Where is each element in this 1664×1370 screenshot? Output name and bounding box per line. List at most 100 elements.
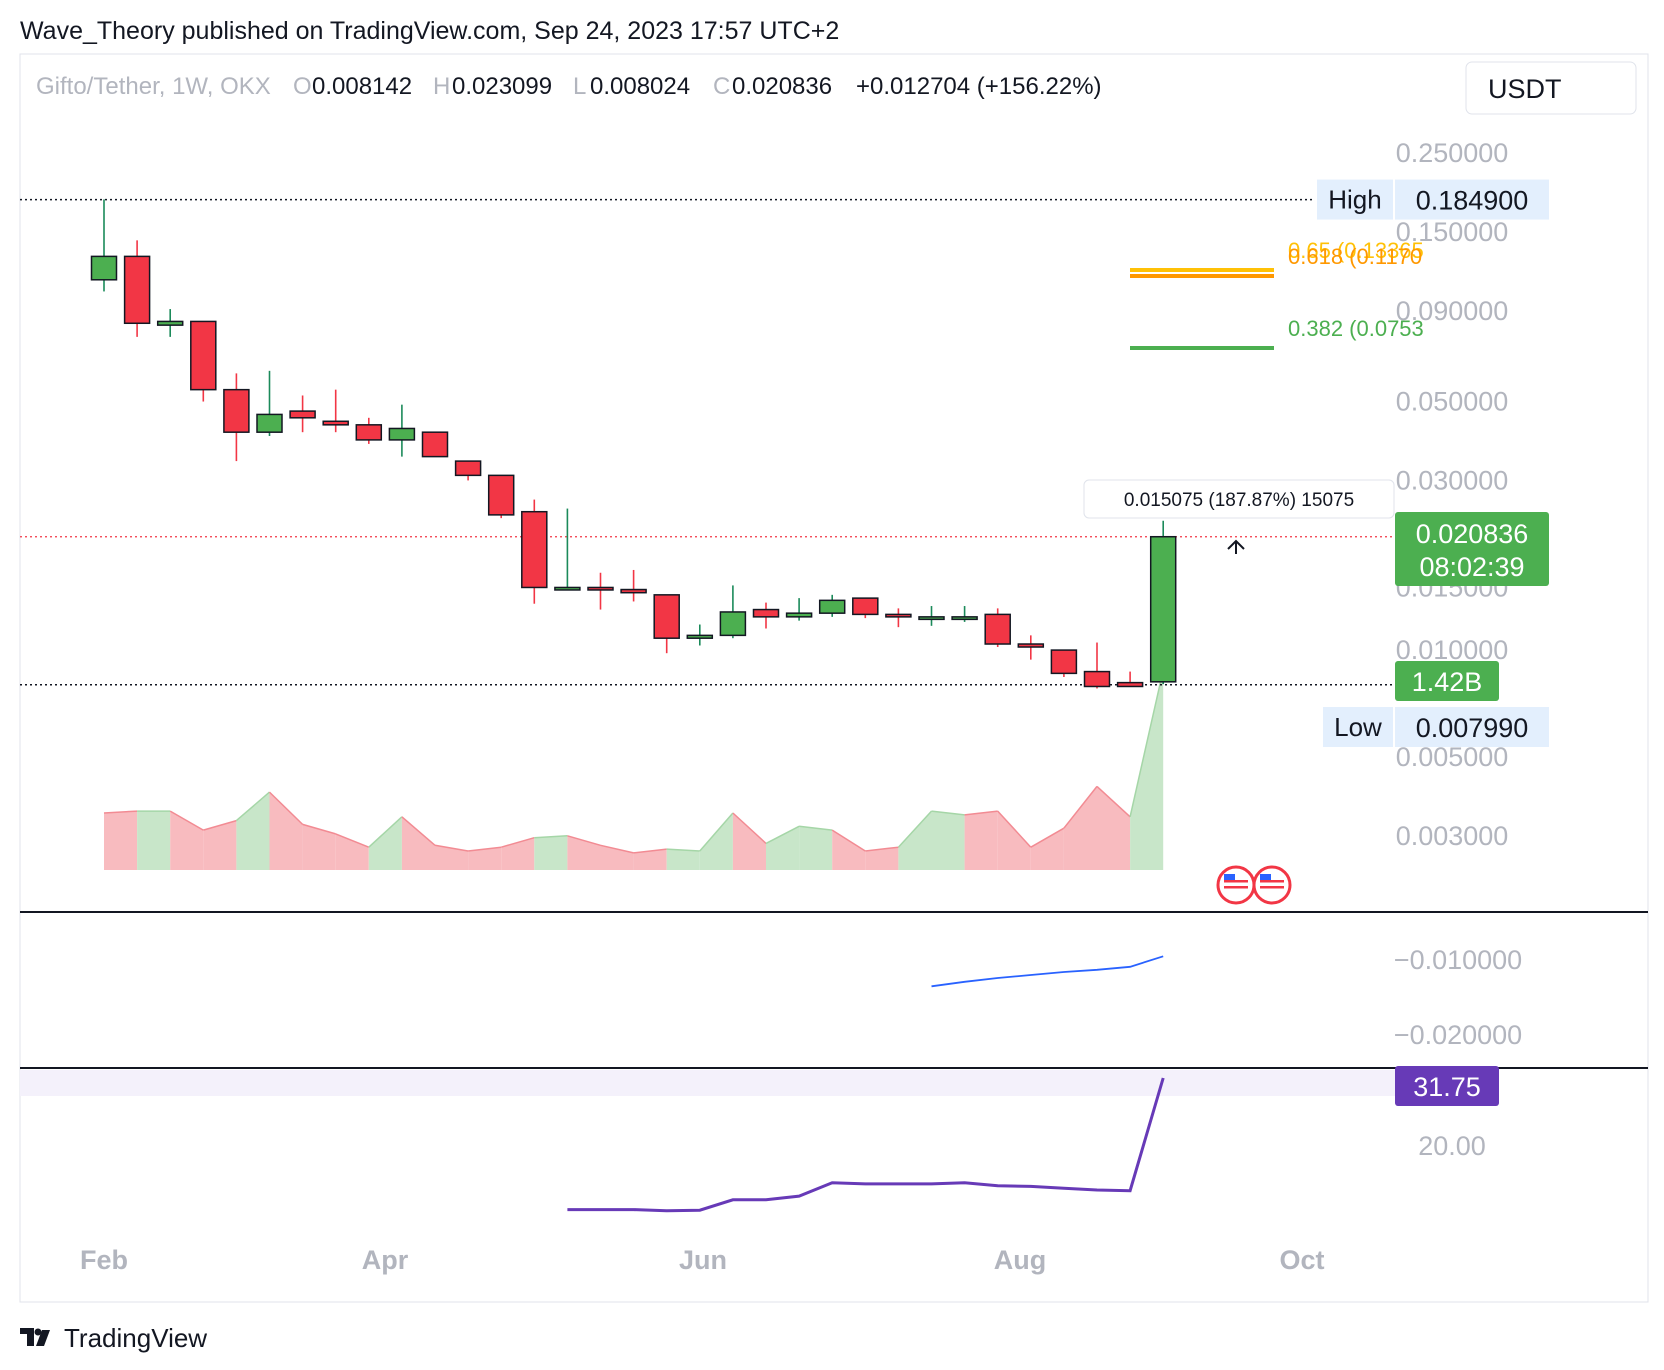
us-flag-event-icon[interactable]: [1216, 865, 1256, 905]
rsi-overbought-band: [20, 1070, 1463, 1096]
fib-level-label: 0.65 (0.13365: [1288, 238, 1424, 263]
legend-c-label: C: [713, 73, 730, 100]
volume-edge: [799, 825, 833, 831]
us-flag-event-icon[interactable]: [1252, 865, 1292, 905]
volume-segment: [104, 811, 138, 870]
volume-edge: [169, 810, 204, 831]
candle-body[interactable]: [355, 424, 383, 441]
candle-body[interactable]: [90, 255, 118, 281]
tradingview-brand-text[interactable]: TradingView: [64, 1323, 207, 1353]
candle-body[interactable]: [521, 510, 548, 589]
legend-o-value: 0.008142: [312, 73, 412, 100]
candle-body[interactable]: [554, 586, 581, 591]
volume-segment: [501, 837, 535, 870]
volume-segment: [269, 792, 303, 870]
volume-segment: [567, 835, 601, 870]
candlesticks[interactable]: [90, 199, 1177, 689]
candle-body[interactable]: [951, 616, 978, 621]
measure-tooltip: 0.015075 (187.87%) 15075: [1083, 479, 1395, 519]
candle-body[interactable]: [1050, 649, 1078, 675]
volume-segment: [865, 847, 899, 870]
volume-edge: [401, 816, 436, 846]
candle-body[interactable]: [1149, 535, 1177, 683]
volume-edge: [732, 812, 767, 844]
candle-body[interactable]: [1017, 643, 1045, 648]
price-axis-label: 0.090000: [1396, 296, 1509, 326]
volume-edge: [1063, 785, 1098, 829]
volume-segment: [732, 813, 766, 870]
candle-body[interactable]: [852, 597, 879, 616]
volume-segment: [1097, 786, 1131, 870]
candle-body[interactable]: [818, 599, 846, 614]
tradingview-logo-dot: [34, 1328, 42, 1336]
volume-segment: [1030, 828, 1064, 870]
us-flag-event-circle[interactable]: [1252, 865, 1292, 905]
volume-edge: [302, 823, 336, 835]
candle-body[interactable]: [686, 634, 714, 639]
currency-button[interactable]: USDT: [1465, 61, 1637, 115]
us-flag-event-circle[interactable]: [1216, 865, 1256, 905]
candle-body[interactable]: [388, 427, 416, 441]
low-value: 0.007990: [1416, 713, 1529, 743]
legend-h-value: 0.023099: [452, 73, 552, 100]
candle-body[interactable]: [620, 588, 647, 594]
volume-edge: [468, 846, 502, 852]
volume-edge: [897, 810, 933, 848]
candle-body[interactable]: [587, 586, 614, 591]
candle-body[interactable]: [918, 616, 945, 621]
volume-edge: [203, 819, 237, 831]
price-axis-label: 0.030000: [1396, 465, 1509, 495]
volume-segment: [799, 826, 833, 870]
candle-body[interactable]: [719, 611, 747, 637]
tradingview-logo-icon[interactable]: [20, 1328, 50, 1346]
price-axis-label: 0.010000: [1396, 635, 1509, 665]
candle-body[interactable]: [322, 420, 349, 426]
candle-body[interactable]: [885, 613, 912, 618]
volume-edge: [1129, 669, 1164, 817]
countdown-timer: 08:02:39: [1419, 552, 1524, 582]
candle-body[interactable]: [190, 320, 217, 391]
candle-body[interactable]: [156, 320, 184, 326]
volume-edge: [1030, 827, 1065, 848]
volume-segment: [997, 811, 1031, 870]
volume-segment: [633, 849, 667, 870]
legend-o-label: O: [293, 73, 312, 100]
candle-body[interactable]: [421, 431, 449, 458]
flag-stripe: [1260, 886, 1284, 889]
tradingview-logo[interactable]: TradingView: [20, 1323, 207, 1353]
candle-body[interactable]: [984, 613, 1011, 645]
currency-button-label[interactable]: USDT: [1488, 74, 1562, 104]
volume-edge: [268, 791, 304, 825]
candle-body[interactable]: [752, 608, 780, 618]
candle-body[interactable]: [223, 388, 250, 433]
volume-edge: [235, 791, 270, 822]
candle-body[interactable]: [289, 410, 316, 419]
flag-canton: [1260, 874, 1271, 880]
candle-body[interactable]: [1116, 681, 1144, 688]
price-axis[interactable]: 0.250000 0.150000 0.090000 0.050000 0.030000…: [1396, 138, 1509, 851]
rsi-pane: 20.00 31.75: [567, 1066, 1499, 1213]
low-value-badge: [1395, 707, 1549, 747]
candle-body[interactable]: [256, 413, 283, 433]
last-price-badge[interactable]: [1395, 512, 1549, 586]
candle-body[interactable]: [487, 474, 515, 516]
time-axis[interactable]: Feb Apr Jun Aug Oct: [80, 1245, 1325, 1275]
candle-body[interactable]: [123, 255, 151, 325]
candle-body[interactable]: [785, 612, 813, 618]
volume-edge: [666, 848, 700, 852]
candle-body[interactable]: [454, 460, 482, 477]
indicator-line: [931, 955, 1164, 988]
candle-body[interactable]: [653, 594, 680, 639]
flag-stripe: [1224, 886, 1248, 889]
time-axis-label: Oct: [1279, 1245, 1324, 1275]
measure-arrow-icon: [1227, 539, 1245, 554]
fib-level-label: 0.618 (0.1170: [1288, 244, 1422, 269]
candle-body[interactable]: [1083, 670, 1111, 688]
volume-value-badge: [1395, 661, 1499, 701]
currency-button-box[interactable]: [1465, 61, 1637, 115]
legend-c-value: 0.020836: [732, 73, 832, 100]
volume-segment: [1130, 670, 1164, 870]
rsi-value-badge: [1395, 1066, 1499, 1106]
price-axis-label: 0.250000: [1396, 138, 1509, 168]
